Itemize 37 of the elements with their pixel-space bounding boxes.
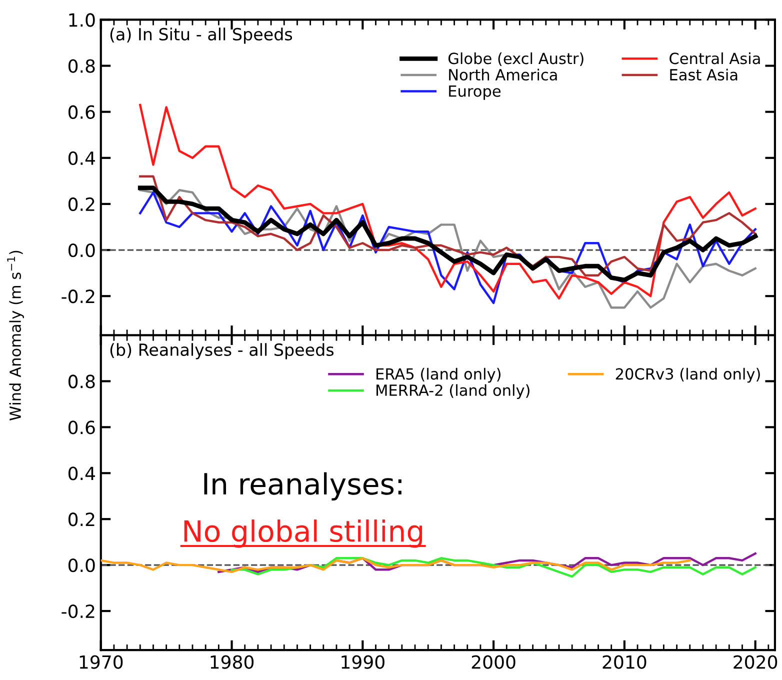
y-tick-label: 0.8 [68, 59, 95, 73]
x-tick-label: 1980 [210, 655, 254, 669]
legend-label: Central Asia [670, 52, 760, 64]
legend-label: Globe (excl Austr) [448, 52, 584, 66]
x-tick-label: 2020 [734, 655, 778, 669]
y-tick-label: -0.2 [62, 290, 94, 304]
x-tick-label: 1970 [80, 655, 123, 669]
legend-label: MERRA-2 (land only) [376, 384, 530, 399]
y-tick-label: 0.2 [68, 197, 94, 212]
y-tick-label: 0.0 [68, 558, 95, 572]
annotation: (a) In Situ - all Speeds [110, 28, 292, 44]
x-tick-label: 2000 [472, 655, 516, 669]
legend-label: ERA5 (land only) [376, 368, 500, 383]
y-tick-label: 0.2 [68, 512, 94, 526]
annotation: In reanalyses: [204, 472, 402, 500]
legend-label: North America [449, 68, 557, 81]
y-tick-label: 0.4 [68, 151, 96, 166]
x-tick-label: 1990 [342, 655, 384, 669]
legend-label: Europe [449, 86, 501, 100]
line-series [139, 104, 756, 300]
y-tick-label: 0.6 [68, 420, 95, 434]
y-tick-label: 0.6 [68, 105, 95, 119]
annotation: (b) Reanalyses - all Speeds [110, 343, 334, 360]
y-axis-title: Wind Anomaly (m s$^{−1}$) [7, 250, 24, 420]
legend-label: East Asia [670, 68, 738, 81]
y-tick-label: 0.0 [68, 243, 95, 258]
y-tick-label: 0.8 [68, 374, 95, 388]
y-tick-label: 1.0 [69, 13, 95, 27]
y-tick-label: 0.4 [68, 466, 96, 480]
line-series [100, 557, 691, 574]
x-tick-label: 2010 [602, 655, 646, 669]
line-series [138, 186, 758, 282]
legend-label: 20CRv3 (land only) [616, 368, 760, 383]
annotation: No global stilling [184, 519, 422, 548]
line-series [230, 557, 756, 578]
line-series [139, 175, 756, 276]
y-tick-label: -0.2 [62, 604, 94, 618]
